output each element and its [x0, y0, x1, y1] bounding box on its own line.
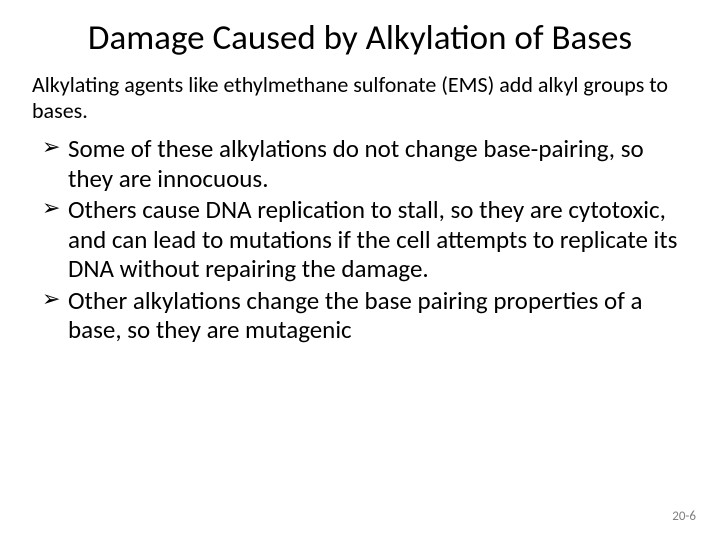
bullet-list: Some of these alkylations do not change …	[30, 134, 690, 345]
intro-paragraph: Alkylating agents like ethylmethane sulf…	[30, 72, 690, 124]
list-item: Some of these alkylations do not change …	[48, 134, 686, 193]
page-number: 20-6	[672, 509, 696, 524]
list-item: Others cause DNA replication to stall, s…	[48, 195, 686, 284]
slide: Damage Caused by Alkylation of Bases Alk…	[0, 0, 720, 540]
list-item: Other alkylations change the base pairin…	[48, 286, 686, 345]
slide-title: Damage Caused by Alkylation of Bases	[30, 18, 690, 58]
